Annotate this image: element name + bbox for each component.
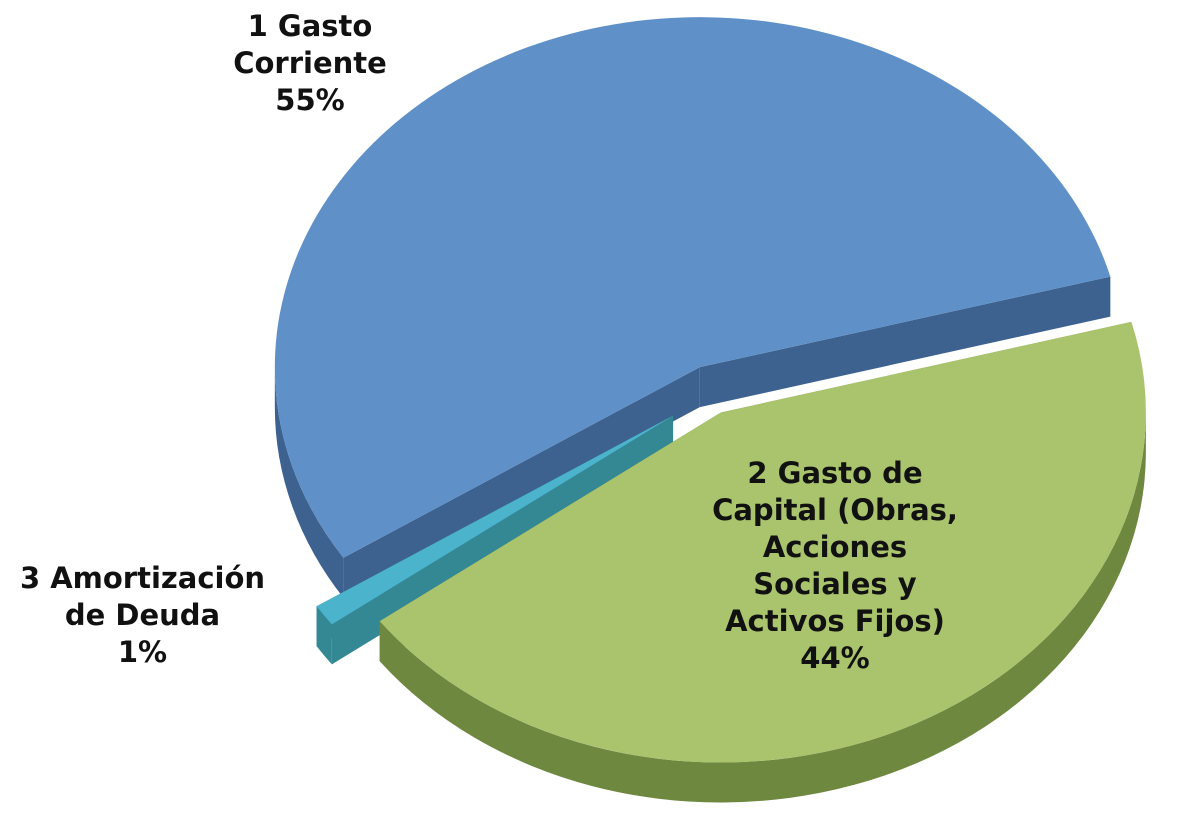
pie-slice bbox=[274, 17, 1111, 558]
value-label: 1% bbox=[117, 635, 168, 669]
slice-label: 3 Amortización de Deuda 1% bbox=[0, 560, 285, 671]
value-label: 55% bbox=[275, 83, 345, 117]
slice-side bbox=[379, 412, 1146, 803]
slice-face bbox=[343, 367, 700, 598]
slice-face bbox=[699, 276, 1111, 408]
slice-label: 2 Gasto de Capital (Obras, Acciones Soci… bbox=[700, 455, 970, 677]
slice-face bbox=[316, 415, 674, 647]
slice-side bbox=[316, 606, 332, 665]
category-label: 2 Gasto de Capital (Obras, Acciones Soci… bbox=[712, 456, 958, 638]
category-label: 3 Amortización de Deuda bbox=[19, 561, 266, 632]
slice-label: 1 Gasto Corriente 55% bbox=[210, 8, 410, 119]
pie-slice bbox=[316, 415, 674, 625]
pie-slice bbox=[379, 321, 1146, 763]
value-label: 44% bbox=[800, 641, 870, 675]
category-label: 1 Gasto Corriente bbox=[233, 9, 387, 80]
slice-side bbox=[274, 367, 344, 598]
